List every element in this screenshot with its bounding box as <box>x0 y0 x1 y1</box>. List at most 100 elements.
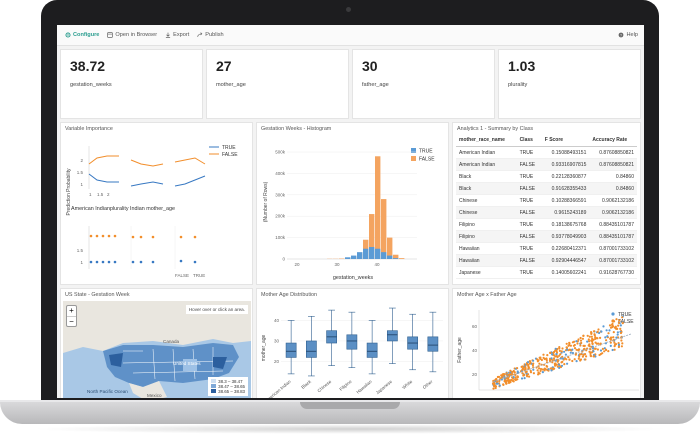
scatter-point-false <box>527 364 530 368</box>
scatter-point-false <box>593 333 596 336</box>
histogram-panel: Gestation Weeks - Histogram (Number of R… <box>256 122 449 285</box>
x-tick: FALSE <box>175 273 189 278</box>
kpi-card-gestation: 38.72 gestation_weeks <box>60 49 203 119</box>
column-header[interactable]: Accuracy Rate <box>589 134 637 147</box>
scatter-point-false <box>582 344 585 347</box>
scatter-point-false <box>552 367 555 370</box>
y-axis-label: Prediction Probability <box>66 168 72 215</box>
export-button[interactable]: Export <box>165 32 189 38</box>
scatter-point-true <box>569 351 572 354</box>
table-body: American Indian TRUE 0.15088493151 0.876088… <box>456 146 637 279</box>
table-cell: Chinese <box>456 206 517 219</box>
scatter-point-true <box>592 350 595 353</box>
publish-button[interactable]: Publish <box>197 32 224 38</box>
scatter-point-false <box>573 358 576 361</box>
scatter-point-true <box>564 353 567 356</box>
svg-text:?: ? <box>620 33 622 37</box>
table-row[interactable]: Chinese FALSE 0.9615243189 0.9062132186 <box>456 206 637 219</box>
table-row[interactable]: Filipino TRUE 0.18138675768 0.88435101787 <box>456 218 637 231</box>
scatter-point-false <box>521 372 524 375</box>
scatter-point-true <box>602 325 605 328</box>
table-cell: 0.91628767730 <box>589 266 637 279</box>
histogram-bar-false <box>369 214 375 259</box>
legend-true-label: TRUE <box>618 312 632 318</box>
legend-true-swatch <box>411 148 416 153</box>
help-icon: ? <box>619 32 624 38</box>
column-header[interactable]: F Score <box>541 134 590 147</box>
scatter-point-false <box>502 383 505 386</box>
scatter-point-false <box>617 321 620 324</box>
state-region[interactable] <box>213 357 227 369</box>
scatter-point-false <box>603 350 606 353</box>
box <box>346 334 358 350</box>
table-row[interactable]: American Indian FALSE 0.93316907815 0.87608… <box>456 158 637 171</box>
table-row[interactable]: Chinese TRUE 0.10288366591 0.9062132186 <box>456 194 637 207</box>
column-header[interactable]: mother_race_name <box>456 134 517 147</box>
share-icon <box>197 32 203 37</box>
y-tick: 300k <box>275 192 286 197</box>
scatter-point-false <box>599 343 602 346</box>
scatter-point-true <box>619 324 622 327</box>
kpi-card-mother-age: 27 mother_age <box>206 49 349 119</box>
scatter-point-false <box>588 340 591 343</box>
state-region[interactable] <box>183 359 197 371</box>
table-row[interactable]: Black FALSE 0.91628355433 0.84860 <box>456 182 637 195</box>
map-label: North Pacific Ocean <box>87 389 128 394</box>
laptop-base <box>0 402 700 424</box>
state-region[interactable] <box>109 353 123 367</box>
map-svg <box>63 301 251 398</box>
table-row[interactable]: Hawaiian TRUE 0.22680412371 0.87001733102 <box>456 242 637 255</box>
summary-table-scroll[interactable]: mother_race_name Class F Score Accuracy … <box>453 134 640 284</box>
y-tick: 500k <box>275 150 286 155</box>
x-tick: 20 <box>294 262 300 267</box>
kpi-value: 27 <box>216 58 232 74</box>
x-tick: Japanese <box>375 379 394 396</box>
table-cell: FALSE <box>516 230 542 243</box>
table-cell: FALSE <box>516 206 542 219</box>
scatter-point-false <box>576 342 579 345</box>
scatter-point-false <box>590 332 593 335</box>
table-row[interactable]: Japanese TRUE 0.14005602241 0.91628767730 <box>456 266 637 279</box>
zoom-in-button[interactable]: + <box>67 306 76 317</box>
scatter-point-false <box>579 339 583 342</box>
open-in-browser-button[interactable]: Open in Browser <box>107 32 157 38</box>
scatter-point-false <box>554 349 557 352</box>
table-cell: American Indian <box>456 158 517 171</box>
box <box>427 336 439 352</box>
scatter-point-false <box>614 343 617 346</box>
scatter-point-false <box>511 379 514 382</box>
us-states[interactable] <box>103 343 239 387</box>
table-cell: 0.91628355433 <box>541 182 590 195</box>
help-button[interactable]: ? Help <box>618 32 638 38</box>
table-row[interactable]: Filipino FALSE 0.93778049903 0.88435101787 <box>456 230 637 243</box>
scatter-point-true <box>565 348 569 351</box>
histogram-bar-false <box>381 199 387 259</box>
column-header[interactable]: Class <box>516 134 542 147</box>
panel-title: Mother Age Distribution <box>261 292 318 298</box>
scatter-point-false <box>526 375 529 378</box>
table-row[interactable]: American Indian TRUE 0.15088493151 0.876088… <box>456 146 637 159</box>
table-cell: 0.87001733102 <box>589 254 637 267</box>
zoom-out-button[interactable]: − <box>69 317 74 326</box>
configure-button[interactable]: Configure <box>65 32 99 38</box>
scatter-point-false <box>586 334 589 337</box>
table-row[interactable]: Hawaiian FALSE 0.92904446547 0.87001733102 <box>456 254 637 267</box>
scatter-point-false <box>545 359 548 362</box>
scatter-point-true <box>550 357 553 360</box>
scatter-point-false <box>609 341 612 344</box>
scatter-point-false <box>500 376 503 379</box>
scatter-point-false <box>525 370 528 373</box>
scatter-point-false <box>549 367 552 370</box>
table-row[interactable]: Black TRUE 0.22128360877 0.84860 <box>456 170 637 183</box>
y-axis-label: mother_age <box>261 334 267 361</box>
table-cell: Filipino <box>456 218 517 231</box>
map-canvas[interactable]: + − Hover over or click an area. Canada … <box>63 301 251 398</box>
scatter-point-false <box>531 364 534 367</box>
box <box>285 342 297 358</box>
table-cell: 0.84860 <box>589 170 637 183</box>
scatter-point-false <box>584 358 587 361</box>
scatter-point-false <box>598 353 601 357</box>
scatter-point-false <box>509 369 512 372</box>
y-tick: 1 <box>80 182 83 187</box>
scatter-point-false <box>498 380 501 383</box>
